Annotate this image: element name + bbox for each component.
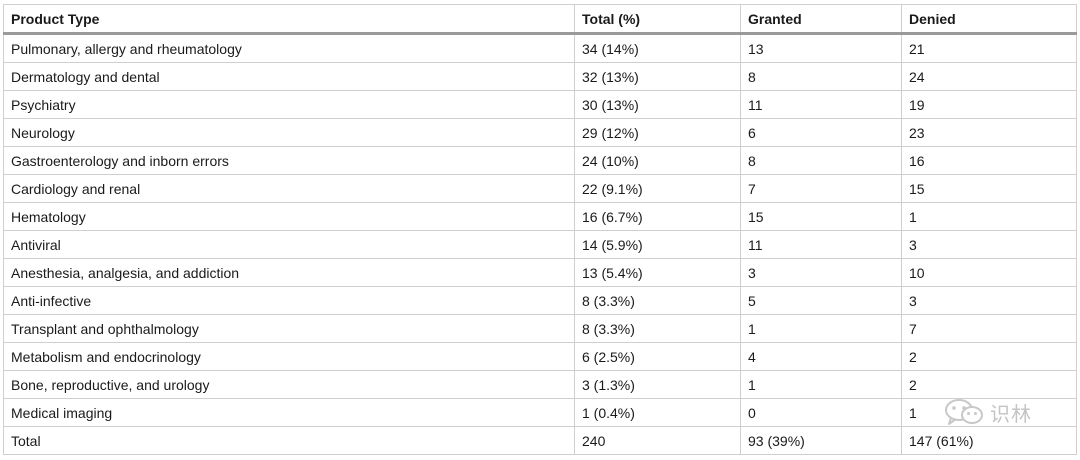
denied-cell: 3 <box>901 230 1077 259</box>
granted-cell: 1 <box>740 314 902 343</box>
denied-cell: 1 <box>901 202 1077 231</box>
product-type-cell: Gastroenterology and inborn errors <box>3 146 575 175</box>
product-type-cell: Dermatology and dental <box>3 62 575 91</box>
total-cell: 8 (3.3%) <box>574 314 741 343</box>
table-row: Psychiatry 30 (13%) 11 19 <box>3 90 1077 119</box>
denied-cell: 10 <box>901 258 1077 287</box>
product-type-cell: Anesthesia, analgesia, and addiction <box>3 258 575 287</box>
product-type-cell: Neurology <box>3 118 575 147</box>
granted-cell: 4 <box>740 342 902 371</box>
total-cell: 16 (6.7%) <box>574 202 741 231</box>
product-type-table: Product Type Total (%) Granted Denied Pu… <box>3 4 1077 455</box>
header-product-type: Product Type <box>3 4 575 35</box>
granted-cell: 1 <box>740 370 902 399</box>
product-type-cell: Hematology <box>3 202 575 231</box>
table-row: Hematology 16 (6.7%) 15 1 <box>3 202 1077 231</box>
table-row: Anesthesia, analgesia, and addiction 13 (… <box>3 258 1077 287</box>
total-cell: 240 <box>574 426 741 455</box>
header-denied: Denied <box>901 4 1077 35</box>
total-cell: 29 (12%) <box>574 118 741 147</box>
denied-cell: 19 <box>901 90 1077 119</box>
table-header: Product Type Total (%) Granted Denied <box>3 4 1077 35</box>
total-cell: 22 (9.1%) <box>574 174 741 203</box>
granted-cell: 3 <box>740 258 902 287</box>
total-cell: 30 (13%) <box>574 90 741 119</box>
table-row: Dermatology and dental 32 (13%) 8 24 <box>3 62 1077 91</box>
denied-cell: 24 <box>901 62 1077 91</box>
denied-cell: 23 <box>901 118 1077 147</box>
table-row: Gastroenterology and inborn errors 24 (10… <box>3 146 1077 175</box>
header-granted: Granted <box>740 4 902 35</box>
total-cell: 32 (13%) <box>574 62 741 91</box>
total-cell: 8 (3.3%) <box>574 286 741 315</box>
denied-cell: 1 <box>901 398 1077 427</box>
granted-cell: 15 <box>740 202 902 231</box>
total-cell: 24 (10%) <box>574 146 741 175</box>
product-type-cell: Total <box>3 426 575 455</box>
denied-cell: 2 <box>901 342 1077 371</box>
table-row: Metabolism and endocrinology 6 (2.5%) 4 2 <box>3 342 1077 371</box>
denied-cell: 3 <box>901 286 1077 315</box>
denied-cell: 147 (61%) <box>901 426 1077 455</box>
total-cell: 3 (1.3%) <box>574 370 741 399</box>
granted-cell: 8 <box>740 62 902 91</box>
total-cell: 6 (2.5%) <box>574 342 741 371</box>
product-type-cell: Pulmonary, allergy and rheumatology <box>3 33 575 63</box>
table-row: Anti-infective 8 (3.3%) 5 3 <box>3 286 1077 315</box>
granted-cell: 11 <box>740 230 902 259</box>
table-row: Cardiology and renal 22 (9.1%) 7 15 <box>3 174 1077 203</box>
denied-cell: 15 <box>901 174 1077 203</box>
granted-cell: 8 <box>740 146 902 175</box>
header-row: Product Type Total (%) Granted Denied <box>3 4 1077 35</box>
granted-cell: 6 <box>740 118 902 147</box>
table-body: Pulmonary, allergy and rheumatology 34 (1… <box>3 33 1077 455</box>
product-type-table-container: Product Type Total (%) Granted Denied Pu… <box>3 4 1077 455</box>
product-type-cell: Transplant and ophthalmology <box>3 314 575 343</box>
denied-cell: 2 <box>901 370 1077 399</box>
granted-cell: 13 <box>740 33 902 63</box>
denied-cell: 21 <box>901 33 1077 63</box>
total-cell: 14 (5.9%) <box>574 230 741 259</box>
total-row: Total 240 93 (39%) 147 (61%) <box>3 426 1077 455</box>
denied-cell: 16 <box>901 146 1077 175</box>
total-cell: 1 (0.4%) <box>574 398 741 427</box>
table-row: Pulmonary, allergy and rheumatology 34 (1… <box>3 33 1077 63</box>
denied-cell: 7 <box>901 314 1077 343</box>
granted-cell: 0 <box>740 398 902 427</box>
granted-cell: 7 <box>740 174 902 203</box>
total-cell: 13 (5.4%) <box>574 258 741 287</box>
total-cell: 34 (14%) <box>574 33 741 63</box>
product-type-cell: Anti-infective <box>3 286 575 315</box>
granted-cell: 5 <box>740 286 902 315</box>
product-type-cell: Psychiatry <box>3 90 575 119</box>
table-row: Neurology 29 (12%) 6 23 <box>3 118 1077 147</box>
granted-cell: 11 <box>740 90 902 119</box>
product-type-cell: Cardiology and renal <box>3 174 575 203</box>
product-type-cell: Antiviral <box>3 230 575 259</box>
table-row: Transplant and ophthalmology 8 (3.3%) 1 7 <box>3 314 1077 343</box>
table-row: Bone, reproductive, and urology 3 (1.3%) 1… <box>3 370 1077 399</box>
product-type-cell: Bone, reproductive, and urology <box>3 370 575 399</box>
header-total: Total (%) <box>574 4 741 35</box>
granted-cell: 93 (39%) <box>740 426 902 455</box>
product-type-cell: Medical imaging <box>3 398 575 427</box>
table-row: Medical imaging 1 (0.4%) 0 1 <box>3 398 1077 427</box>
table-row: Antiviral 14 (5.9%) 11 3 <box>3 230 1077 259</box>
product-type-cell: Metabolism and endocrinology <box>3 342 575 371</box>
